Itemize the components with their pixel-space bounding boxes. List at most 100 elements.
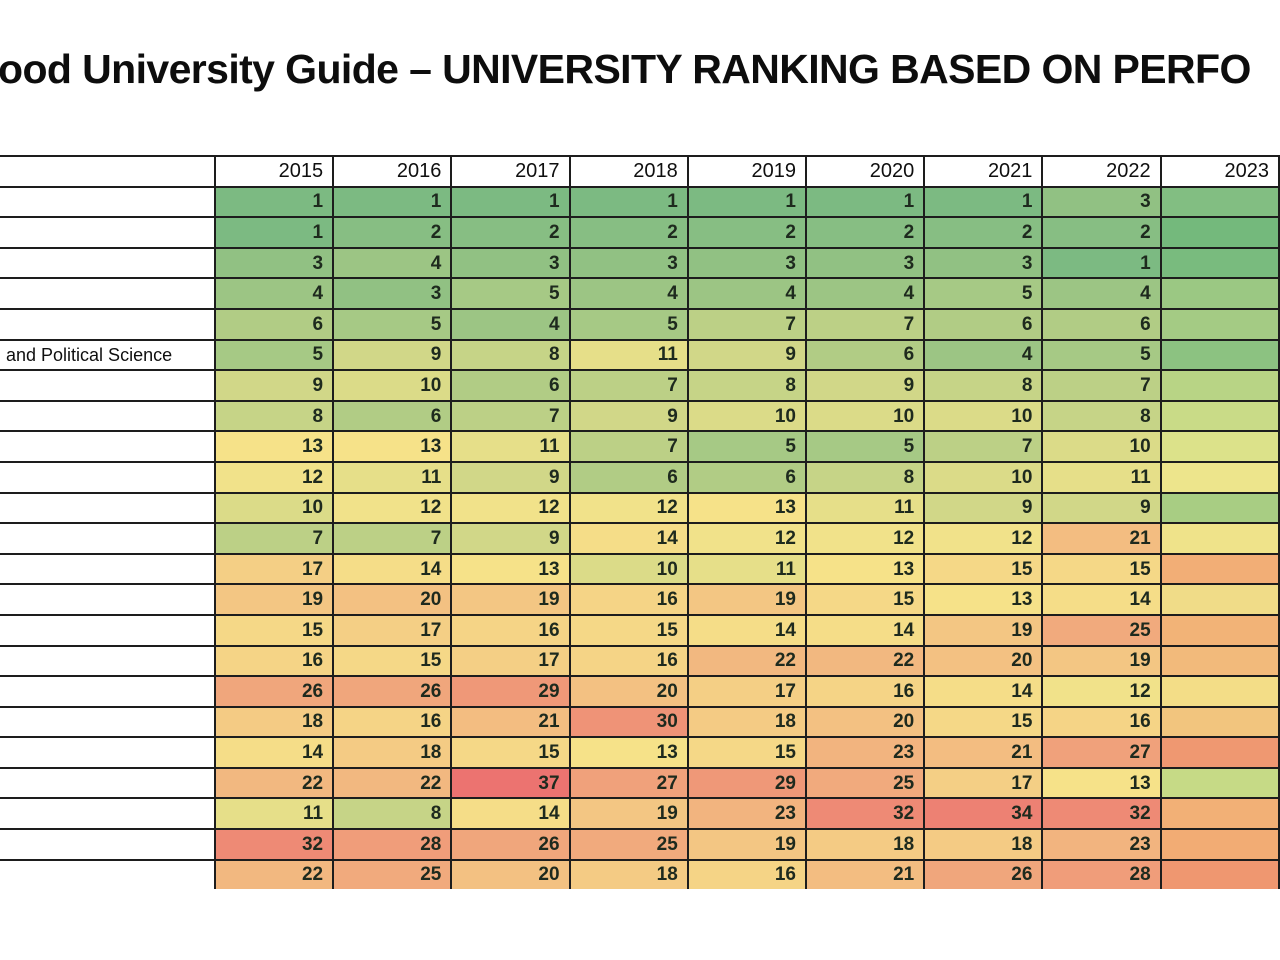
rank-cell: 12 [450,491,571,525]
rank-cell: 1 [1041,246,1162,280]
rank-cell-partial [1159,522,1280,555]
rank-cell: 20 [568,675,689,708]
rank-cell: 30 [568,705,689,739]
rank-cell: 19 [686,583,808,616]
university-name-cell [0,613,216,647]
rank-cell: 8 [686,369,808,402]
rank-cell-partial [1159,307,1280,341]
rank-cell: 22 [686,644,808,678]
table-row: 10 12 12 12 13 11 9 9 [0,491,1280,525]
table-row: 7 7 9 14 12 12 12 21 [0,522,1280,555]
rank-cell: 21 [923,736,1044,769]
rank-cell: 22 [804,644,926,678]
rank-cell: 7 [1041,369,1162,402]
rank-cell: 4 [923,338,1044,372]
table-row: 22 22 37 27 29 25 17 13 [0,766,1280,800]
rank-cell: 19 [213,583,335,616]
university-name-cell [0,491,216,525]
rank-cell: 14 [450,797,571,831]
rank-cell: 2 [568,216,689,249]
table-row: 15 17 16 15 14 14 19 25 [0,613,1280,647]
rank-cell: 10 [213,491,335,525]
rank-cell: 14 [923,675,1044,708]
university-name-cell [0,583,216,616]
rank-cell: 16 [213,644,335,678]
rank-cell: 7 [213,522,335,555]
rank-cell: 12 [213,460,335,494]
rank-cell: 5 [1041,338,1162,372]
rank-cell: 2 [1041,216,1162,249]
rank-cell: 23 [804,736,926,769]
rank-cell: 7 [804,307,926,341]
rank-cell: 12 [804,522,926,555]
rank-cell: 17 [332,613,453,647]
rank-cell: 8 [332,797,453,831]
rank-cell: 8 [450,338,571,372]
rank-cell: 6 [686,460,808,494]
rank-cell: 5 [332,307,453,341]
table-row: 14 18 15 13 15 23 21 27 [0,736,1280,769]
rank-cell: 15 [332,644,453,678]
rank-cell: 26 [923,858,1044,890]
rank-cell: 2 [332,216,453,249]
rank-cell: 21 [1041,522,1162,555]
rank-cell: 1 [450,185,571,219]
rank-cell: 14 [804,613,926,647]
rank-cell: 19 [450,583,571,616]
rank-cell: 11 [686,552,808,586]
rank-cell: 5 [804,430,926,463]
rank-cell: 3 [213,246,335,280]
rank-cell: 34 [923,797,1044,831]
rank-cell: 17 [213,552,335,586]
year-header: 2020 [804,155,926,188]
rank-cell: 7 [332,522,453,555]
university-name-cell [0,369,216,402]
table-row: 18 16 21 30 18 20 15 16 [0,705,1280,739]
rank-cell: 8 [1041,399,1162,433]
rank-cell: 12 [686,522,808,555]
table-row: 12 11 9 6 6 8 10 11 [0,460,1280,494]
rank-cell: 8 [923,369,1044,402]
rank-cell: 2 [923,216,1044,249]
rank-cell: 10 [1041,430,1162,463]
rank-cell: 29 [686,766,808,800]
rank-cell: 21 [804,858,926,890]
rank-cell: 20 [804,705,926,739]
rank-cell: 13 [450,552,571,586]
rank-cell: 13 [213,430,335,463]
rank-cell: 6 [213,307,335,341]
rank-cell: 16 [450,613,571,647]
rank-cell: 4 [568,277,689,310]
rank-cell-partial [1159,766,1280,800]
rank-cell: 9 [450,460,571,494]
rank-cell: 17 [686,675,808,708]
rank-cell-partial [1159,858,1280,890]
rank-cell: 23 [686,797,808,831]
rank-cell: 1 [213,216,335,249]
year-header: 2018 [568,155,689,188]
university-name-cell [0,430,216,463]
rank-cell: 17 [450,644,571,678]
university-name-cell [0,246,216,280]
rank-cell: 22 [213,766,335,800]
rank-cell: 11 [332,460,453,494]
rank-cell: 32 [804,797,926,831]
rank-cell: 7 [568,369,689,402]
rank-cell: 12 [568,491,689,525]
rank-cell: 18 [923,828,1044,861]
rank-cell: 5 [450,277,571,310]
university-name-cell [0,460,216,494]
year-header: 2023 [1159,155,1280,188]
rank-cell: 16 [1041,705,1162,739]
rank-cell: 4 [450,307,571,341]
rank-cell: 15 [923,552,1044,586]
rank-cell: 4 [332,246,453,280]
rank-cell: 14 [332,552,453,586]
rank-cell: 3 [686,246,808,280]
rank-cell: 32 [213,828,335,861]
rank-cell-partial [1159,460,1280,494]
